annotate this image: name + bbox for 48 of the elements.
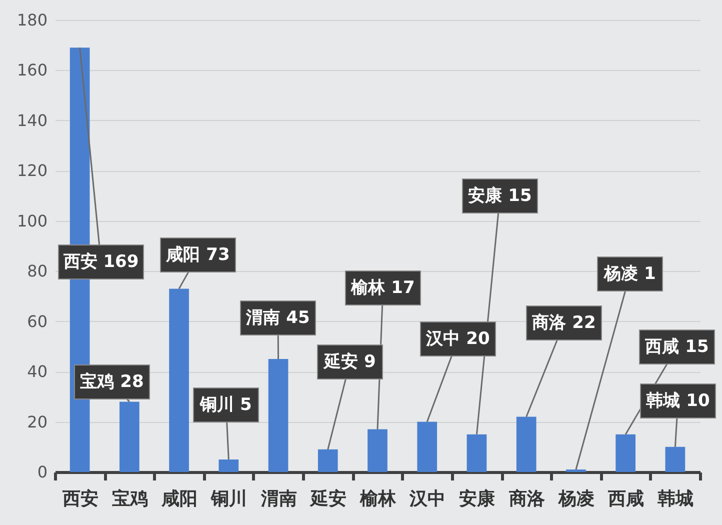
y-tick-label: 180: [16, 10, 48, 30]
y-tick-label: 60: [27, 312, 48, 331]
x-tick-label: 渭南: [260, 488, 297, 510]
y-tick-label: 20: [27, 412, 48, 432]
y-tick-label: 0: [37, 462, 48, 482]
bar: [218, 459, 239, 472]
x-tick-label: 延安: [308, 488, 346, 510]
bar: [120, 402, 140, 472]
x-tick-label: 铜川: [210, 488, 248, 510]
x-tick-label: 韩城: [656, 488, 694, 510]
data-label: 渭南 45: [245, 308, 310, 328]
data-label: 延安 9: [322, 352, 376, 372]
data-label: 榆林 17: [350, 278, 415, 298]
x-tick-label: 杨凌: [557, 488, 594, 510]
data-label: 铜川 5: [199, 395, 252, 415]
x-tick-label: 商洛: [508, 488, 546, 510]
data-label: 宝鸡 28: [80, 372, 144, 392]
bar: [665, 446, 686, 472]
x-tick-label: 安康: [459, 488, 496, 510]
data-label: 韩城 10: [645, 391, 710, 411]
bar: [169, 288, 189, 472]
x-tick-label: 咸阳: [160, 488, 198, 510]
data-label: 商洛 22: [531, 313, 596, 333]
x-tick-label: 榆林: [359, 488, 397, 510]
data-label: 汉中 20: [425, 329, 490, 349]
bar: [466, 434, 487, 472]
x-tick-label: 宝鸡: [112, 488, 148, 510]
bar: [516, 416, 536, 472]
x-tick-label: 西安: [61, 488, 98, 510]
y-tick-label: 120: [16, 161, 48, 180]
bar: [318, 449, 338, 472]
y-tick-label: 160: [16, 60, 48, 80]
x-tick-label: 汉中: [408, 488, 446, 510]
data-label: 西咸 15: [644, 337, 709, 357]
data-label: 西安 169: [62, 252, 139, 272]
y-tick-label: 40: [27, 362, 48, 382]
y-tick-label: 140: [16, 110, 48, 130]
bar: [368, 429, 388, 472]
bar: [417, 422, 438, 472]
y-tick-label: 80: [27, 262, 48, 281]
data-label: 安康 15: [468, 186, 532, 206]
data-label: 咸阳 73: [165, 245, 230, 265]
bar: [566, 469, 586, 472]
x-tick-label: 西咸: [607, 488, 644, 510]
bar: [268, 359, 288, 472]
data-label: 杨凌 1: [603, 264, 656, 284]
bar: [616, 434, 636, 472]
y-tick-label: 100: [16, 211, 48, 230]
